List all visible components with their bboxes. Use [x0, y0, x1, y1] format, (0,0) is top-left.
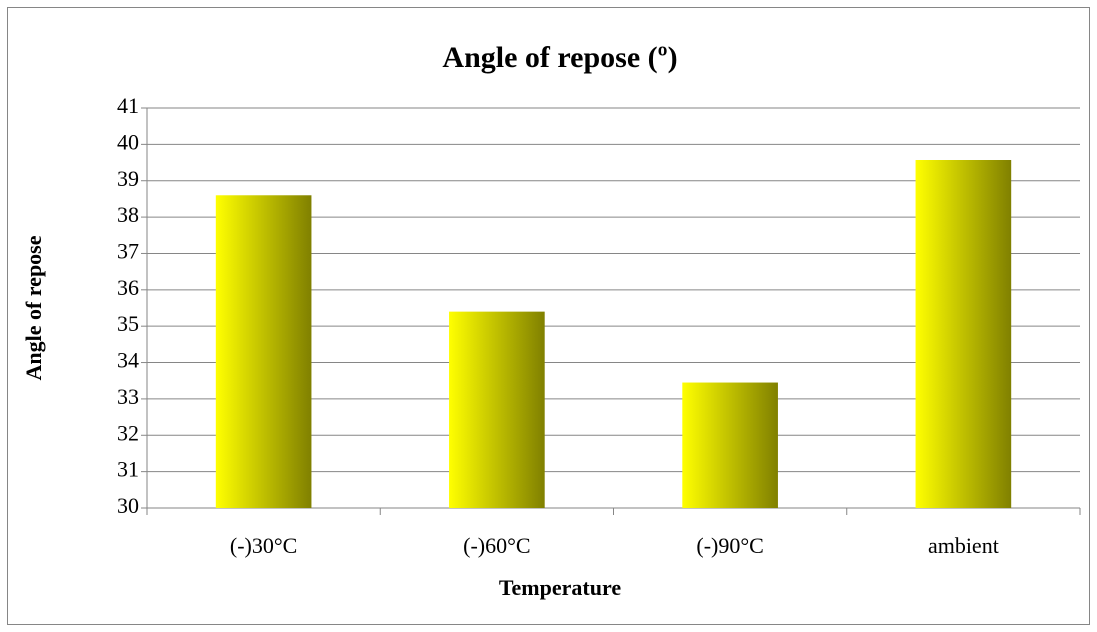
chart-title: Angle of repose (º) — [442, 41, 677, 74]
x-tick-label: (-)60°C — [463, 533, 530, 558]
x-axis-label: Temperature — [499, 575, 621, 600]
bar — [215, 195, 312, 509]
y-tick-label: 31 — [117, 457, 139, 482]
bar — [915, 160, 1012, 508]
y-tick-label: 41 — [117, 93, 139, 118]
y-tick-label: 33 — [117, 384, 139, 409]
bar — [682, 382, 778, 508]
y-tick-label: 36 — [117, 275, 139, 300]
chart-frame — [7, 7, 1090, 625]
y-tick-label: 40 — [117, 129, 139, 154]
x-tick-label: ambient — [928, 533, 999, 558]
bar — [449, 311, 545, 508]
y-tick-label: 34 — [117, 348, 139, 373]
x-tick-label: (-)90°C — [696, 533, 763, 558]
y-tick-label: 37 — [117, 239, 139, 264]
y-axis-label: Angle of repose — [21, 235, 46, 380]
x-tick-label: (-)30°C — [230, 533, 297, 558]
y-tick-label: 38 — [117, 202, 139, 227]
y-tick-label: 30 — [117, 493, 139, 518]
y-tick-label: 35 — [117, 311, 139, 336]
y-tick-label: 39 — [117, 166, 139, 191]
y-tick-label: 32 — [117, 420, 139, 445]
